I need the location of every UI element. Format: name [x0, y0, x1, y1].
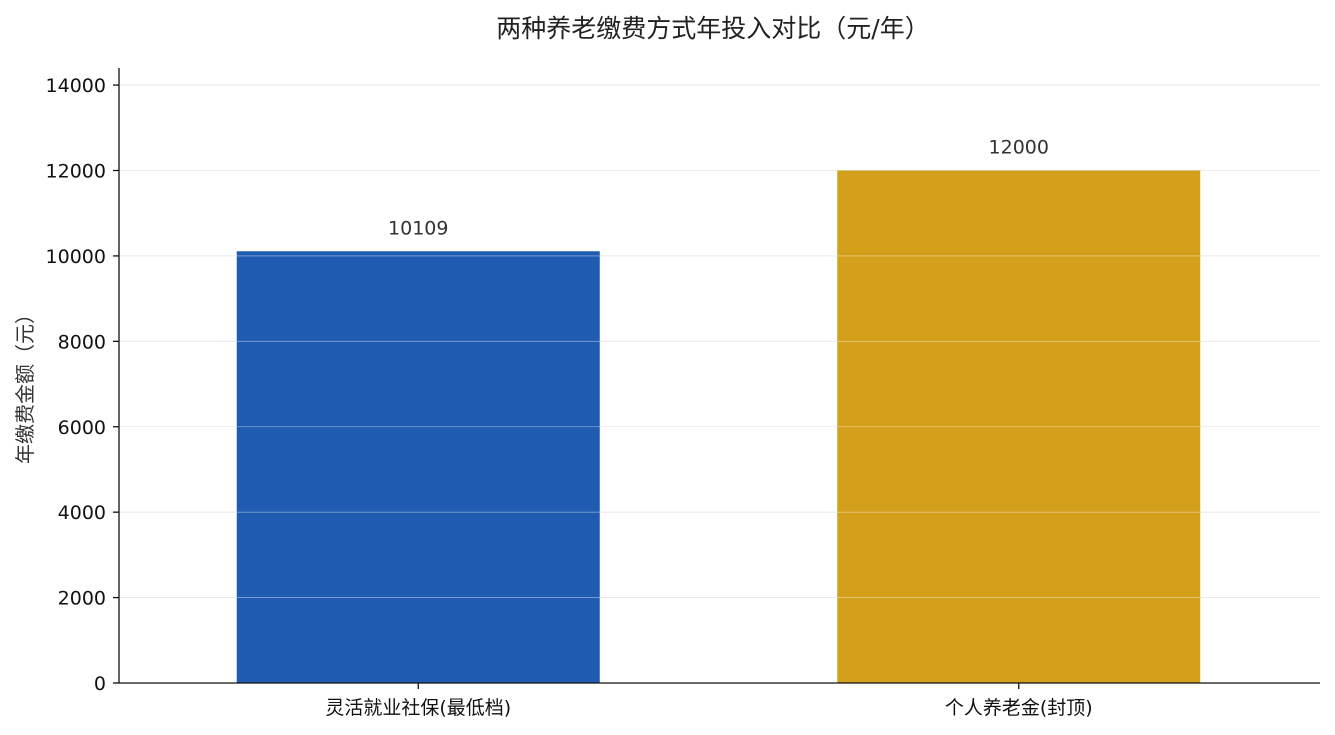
y-tick-label: 8000	[58, 331, 106, 353]
data-label: 12000	[989, 137, 1049, 159]
x-ticks: 灵活就业社保(最低档) 个人养老金(封顶)	[325, 683, 1093, 719]
y-tick-label: 4000	[58, 502, 106, 524]
y-tick-label: 10000	[46, 246, 106, 268]
y-tick-label: 2000	[58, 588, 106, 610]
y-tick-label: 6000	[58, 417, 106, 439]
y-ticks: 0 2000 4000 6000 8000 10000 12000 14000	[46, 75, 119, 695]
y-tick-label: 12000	[46, 161, 106, 183]
bars	[236, 170, 1201, 683]
bar	[236, 251, 600, 683]
y-tick-label: 14000	[46, 75, 106, 97]
y-axis-label: 年缴费金额（元）	[13, 304, 37, 464]
y-tick-label: 0	[94, 673, 106, 695]
x-tick-label: 灵活就业社保(最低档)	[325, 697, 511, 719]
chart-title: 两种养老缴费方式年投入对比（元/年）	[496, 14, 929, 43]
data-labels: 10109 12000	[388, 137, 1049, 240]
data-label: 10109	[388, 217, 448, 239]
x-tick-label: 个人养老金(封顶)	[945, 697, 1093, 719]
bar	[837, 170, 1201, 683]
